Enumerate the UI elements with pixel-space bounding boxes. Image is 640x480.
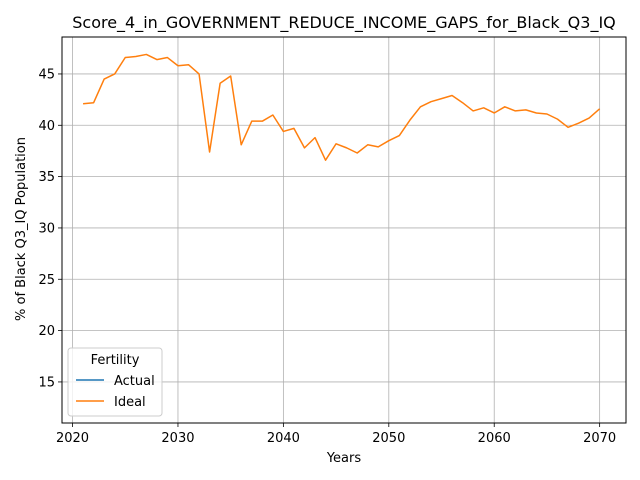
x-tick-label: 2030 xyxy=(161,431,194,446)
series-lines xyxy=(83,53,601,161)
legend-label-actual: Actual xyxy=(114,374,155,389)
y-axis-label: % of Black Q3_IQ Population xyxy=(14,137,29,321)
y-axis-ticks: 15 20 25 30 35 40 45 xyxy=(38,67,62,390)
legend-title: Fertility xyxy=(91,353,140,368)
x-tick-label: 2050 xyxy=(372,431,405,446)
legend: Fertility Actual Ideal xyxy=(67,347,163,417)
x-axis-ticks: 2020 2030 2040 2050 2060 2070 xyxy=(56,423,616,446)
y-tick-label: 45 xyxy=(38,67,55,82)
x-tick-label: 2070 xyxy=(583,431,616,446)
x-tick-label: 2020 xyxy=(56,431,89,446)
y-tick-label: 15 xyxy=(38,375,55,390)
legend-label-ideal: Ideal xyxy=(114,395,146,410)
y-tick-label: 25 xyxy=(38,273,55,288)
x-tick-label: 2060 xyxy=(478,431,511,446)
chart-title: Score_4_in_GOVERNMENT_REDUCE_INCOME_GAPS… xyxy=(72,13,616,33)
plot-area-frame xyxy=(61,36,627,424)
grid-lines xyxy=(62,37,626,423)
series-line-ideal xyxy=(83,53,601,161)
y-tick-label: 35 xyxy=(38,170,55,185)
x-tick-label: 2040 xyxy=(267,431,300,446)
x-axis-label: Years xyxy=(326,451,362,466)
legend-box xyxy=(67,347,163,417)
y-tick-label: 40 xyxy=(38,119,55,134)
y-tick-label: 20 xyxy=(38,324,55,339)
y-tick-label: 30 xyxy=(38,221,55,236)
